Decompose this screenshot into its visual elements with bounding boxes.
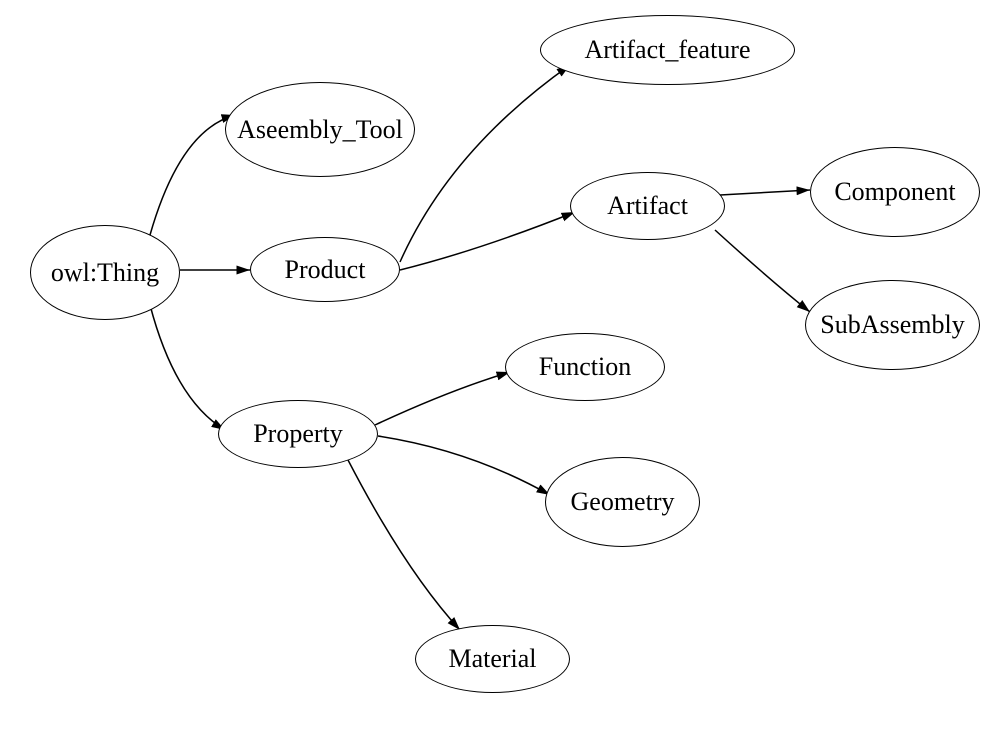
node-material: Material xyxy=(415,625,570,693)
edge-property-geometry xyxy=(378,436,550,495)
node-label-artifactFeature: Artifact_feature xyxy=(584,35,750,65)
edge-artifact-subassembly xyxy=(715,230,810,312)
node-label-product: Product xyxy=(285,255,366,285)
node-label-component: Component xyxy=(834,177,955,207)
node-artifact: Artifact xyxy=(570,172,725,240)
node-geometry: Geometry xyxy=(545,457,700,547)
node-function: Function xyxy=(505,333,665,401)
edge-property-function xyxy=(375,372,510,425)
node-label-owlThing: owl:Thing xyxy=(51,258,159,288)
edge-product-artifact xyxy=(400,212,575,270)
node-label-artifact: Artifact xyxy=(607,191,688,221)
node-product: Product xyxy=(250,237,400,302)
node-component: Component xyxy=(810,147,980,237)
node-artifactFeature: Artifact_feature xyxy=(540,15,795,85)
node-label-material: Material xyxy=(448,644,536,674)
edge-product-artifactFeature xyxy=(400,65,570,262)
edge-artifact-component xyxy=(720,190,810,195)
node-label-geometry: Geometry xyxy=(571,487,675,517)
node-label-assembly: Aseembly_Tool xyxy=(237,115,403,145)
node-owlThing: owl:Thing xyxy=(30,225,180,320)
node-subassembly: SubAssembly xyxy=(805,280,980,370)
node-property: Property xyxy=(218,400,378,468)
node-label-function: Function xyxy=(539,352,631,382)
edge-property-material xyxy=(348,460,460,630)
node-assembly: Aseembly_Tool xyxy=(225,82,415,177)
edge-owlThing-assembly xyxy=(150,115,235,235)
node-label-property: Property xyxy=(253,419,343,449)
edge-owlThing-property xyxy=(150,305,225,430)
node-label-subassembly: SubAssembly xyxy=(820,310,964,340)
